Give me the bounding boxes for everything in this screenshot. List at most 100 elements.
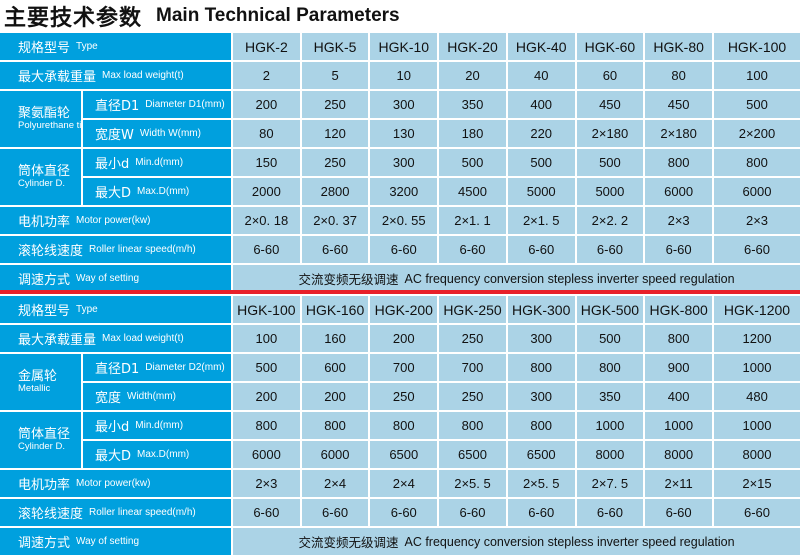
load-cell: 10 xyxy=(370,62,438,89)
row-label-wheel_group: 金属轮 Metallic xyxy=(0,354,81,410)
label-cn: 调速方式 xyxy=(18,273,71,288)
label-en: Way of setting xyxy=(76,536,140,547)
label-cn: 最大D xyxy=(95,449,132,464)
row-label-motor: 电机功率 Motor power(kw) xyxy=(0,207,231,234)
speed-cell: 6-60 xyxy=(645,499,712,526)
motor-cell: 2×11 xyxy=(645,470,712,497)
motor-cell: 2×1. 1 xyxy=(439,207,506,234)
row-label-type: 规格型号 Type xyxy=(0,33,231,60)
load-cell: 2 xyxy=(233,62,300,89)
label-cn: 最大D xyxy=(95,186,132,201)
type-cell: HGK-2 xyxy=(233,33,300,60)
motor-cell: 2×0. 55 xyxy=(370,207,438,234)
title-cn: 主要技术参数 xyxy=(4,6,143,31)
load-cell: 800 xyxy=(645,325,712,352)
row-label-max: 最大D Max.D(mm) xyxy=(83,441,231,468)
row-label-width: 宽度 Width(mm) xyxy=(83,383,231,410)
speed-cell: 6-60 xyxy=(507,236,575,263)
motor-cell: 2×15 xyxy=(714,470,800,497)
max-cell: 3200 xyxy=(370,178,438,205)
type-cell: HGK-10 xyxy=(370,33,438,60)
speed-cell: 6-60 xyxy=(301,236,369,263)
type-cell: HGK-100 xyxy=(714,33,800,60)
min-cell: 800 xyxy=(301,412,369,439)
motor-cell: 2×7. 5 xyxy=(576,470,644,497)
motor-cell: 2×5. 5 xyxy=(507,470,575,497)
label-cn: 宽度 xyxy=(95,391,122,406)
diameter-cell: 300 xyxy=(370,91,438,118)
type-cell: HGK-300 xyxy=(507,296,575,323)
label-cn: 最大承载重量 xyxy=(18,70,97,85)
label-en: Cylinder D. xyxy=(18,177,65,189)
row-label-diameter: 直径D1 Diameter D2(mm) xyxy=(83,354,231,381)
speed-cell: 6-60 xyxy=(645,236,712,263)
max-cell: 4500 xyxy=(439,178,506,205)
load-cell: 60 xyxy=(576,62,644,89)
load-cell: 100 xyxy=(233,325,300,352)
type-cell: HGK-5 xyxy=(301,33,369,60)
diameter-cell: 350 xyxy=(439,91,506,118)
load-cell: 250 xyxy=(439,325,506,352)
motor-cell: 2×2. 2 xyxy=(576,207,644,234)
max-cell: 6500 xyxy=(370,441,438,468)
load-cell: 5 xyxy=(301,62,369,89)
label-en: Motor power(kw) xyxy=(76,215,151,226)
label-en: Max load weight(t) xyxy=(102,70,184,81)
label-cn: 电机功率 xyxy=(18,215,71,230)
min-cell: 150 xyxy=(233,149,300,176)
row-label-wheel_group: 聚氨酯轮 Polyurethane tire xyxy=(0,91,90,147)
load-cell: 1200 xyxy=(714,325,800,352)
min-cell: 500 xyxy=(439,149,506,176)
max-cell: 6000 xyxy=(301,441,369,468)
label-en: Motor power(kw) xyxy=(76,478,151,489)
label-cn: 滚轮线速度 xyxy=(18,244,84,259)
diameter-cell: 900 xyxy=(645,354,712,381)
label-cn: 电机功率 xyxy=(18,478,71,493)
diameter-cell: 400 xyxy=(507,91,575,118)
max-cell: 6500 xyxy=(507,441,575,468)
row-label-diameter: 直径D1 Diameter D1(mm) xyxy=(83,91,231,118)
row-label-min: 最小d Min.d(mm) xyxy=(83,149,231,176)
row-label-setting: 调速方式 Way of setting xyxy=(0,528,231,555)
label-cn: 规格型号 xyxy=(18,304,71,319)
min-cell: 800 xyxy=(645,149,712,176)
title-en: Main Technical Parameters xyxy=(156,5,400,26)
label-cn: 最小d xyxy=(95,157,130,172)
type-cell: HGK-20 xyxy=(439,33,506,60)
min-cell: 500 xyxy=(507,149,575,176)
type-cell: HGK-800 xyxy=(645,296,712,323)
row-label-min: 最小d Min.d(mm) xyxy=(83,412,231,439)
diameter-cell: 600 xyxy=(301,354,369,381)
label-cn: 聚氨酯轮 xyxy=(18,105,71,121)
diameter-cell: 800 xyxy=(507,354,575,381)
label-cn: 调速方式 xyxy=(18,536,71,551)
max-cell: 8000 xyxy=(645,441,712,468)
label-en: Cylinder D. xyxy=(18,440,65,452)
speed-cell: 6-60 xyxy=(301,499,369,526)
label-en: Type xyxy=(76,41,98,52)
table-divider xyxy=(0,290,800,294)
min-cell: 500 xyxy=(576,149,644,176)
row-label-speed: 滚轮线速度 Roller linear speed(m/h) xyxy=(0,236,231,263)
load-cell: 80 xyxy=(645,62,712,89)
diameter-cell: 500 xyxy=(714,91,800,118)
max-cell: 6000 xyxy=(645,178,712,205)
load-cell: 500 xyxy=(576,325,644,352)
width-cell: 80 xyxy=(233,120,300,147)
width-cell: 120 xyxy=(301,120,369,147)
load-cell: 300 xyxy=(507,325,575,352)
width-cell: 250 xyxy=(439,383,506,410)
max-cell: 5000 xyxy=(576,178,644,205)
min-cell: 300 xyxy=(370,149,438,176)
row-label-cyl_group: 筒体直径 Cylinder D. xyxy=(0,412,81,468)
max-cell: 6000 xyxy=(714,178,800,205)
width-cell: 400 xyxy=(645,383,712,410)
diameter-cell: 1000 xyxy=(714,354,800,381)
max-cell: 6000 xyxy=(233,441,300,468)
label-en: Max.D(mm) xyxy=(137,186,190,197)
setting-value-en: AC frequency conversion stepless inverte… xyxy=(404,534,735,549)
diameter-cell: 700 xyxy=(370,354,438,381)
type-cell: HGK-200 xyxy=(370,296,438,323)
width-cell: 2×180 xyxy=(645,120,712,147)
diameter-cell: 450 xyxy=(576,91,644,118)
